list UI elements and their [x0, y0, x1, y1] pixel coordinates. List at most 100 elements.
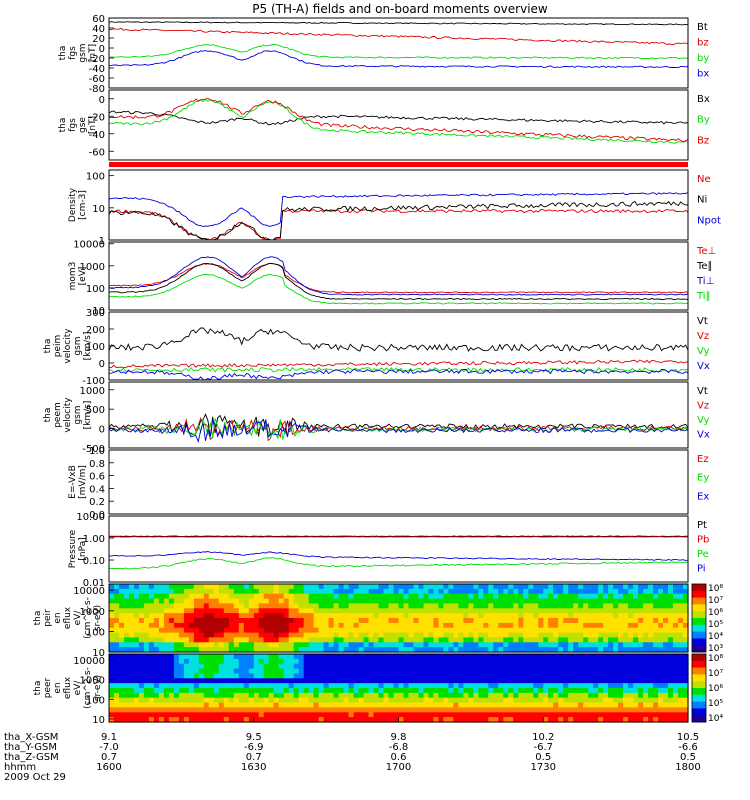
spectrogram-cell: [658, 678, 664, 684]
spectrogram-cell: [208, 663, 215, 670]
spectrogram-cell: [653, 678, 659, 684]
spectrogram-cell: [478, 697, 484, 704]
spectrogram-cell: [508, 702, 514, 709]
spectrogram-cell: [558, 697, 564, 704]
spectrogram-cell: [653, 668, 659, 675]
spectrogram-cell: [588, 584, 594, 590]
spectrogram-cell: [433, 584, 439, 590]
y-tick-label: 300: [86, 308, 105, 319]
spectrogram-cell: [578, 673, 584, 679]
spectrogram-cell: [528, 647, 534, 653]
spectrogram-cell: [433, 618, 439, 624]
spectrogram-cell: [343, 712, 350, 718]
spectrogram-cell: [223, 683, 230, 689]
spectrogram-cell: [148, 598, 155, 605]
spectrogram-cell: [673, 707, 679, 713]
spectrogram-cell: [433, 598, 439, 605]
spectrogram-cell: [183, 637, 190, 643]
spectrogram-cell: [648, 598, 654, 605]
spectrogram-cell: [388, 593, 395, 600]
spectrogram-cell: [323, 632, 330, 639]
spectrogram-cell: [438, 632, 444, 639]
spectrogram-cell: [583, 627, 589, 634]
spectrogram-cell: [578, 663, 584, 670]
spectrogram-cell: [438, 688, 444, 694]
y-tick-label: 1.00: [83, 534, 105, 545]
spectrogram-cell: [378, 668, 385, 675]
spectrogram-cell: [129, 622, 135, 629]
spectrogram-cell: [588, 588, 594, 595]
spectrogram-cell: [258, 678, 265, 684]
spectrogram-cell: [178, 622, 185, 629]
spectrogram-cell: [278, 588, 285, 595]
spectrogram-cell: [303, 717, 310, 723]
spectrogram-cell: [129, 618, 135, 624]
spectrogram-cell: [343, 593, 350, 600]
spectrogram-cell: [458, 712, 464, 718]
spectrogram-cell: [393, 668, 400, 675]
y-axis-label-line: (cm^2-s-: [83, 667, 93, 709]
spectrogram-cell: [338, 627, 345, 634]
spectrogram-cell: [223, 692, 230, 699]
spectrogram-cell: [608, 692, 614, 699]
spectrogram-cell: [603, 584, 609, 590]
spectrogram-cell: [143, 654, 150, 660]
y-axis-label-line: Density: [68, 187, 78, 222]
spectrogram-cell: [598, 683, 604, 689]
spectrogram-cell: [163, 712, 170, 718]
spectrogram-cell: [498, 613, 504, 619]
spectrogram-cell: [263, 613, 270, 619]
spectrogram-cell: [398, 618, 405, 624]
spectrogram-cell: [593, 712, 599, 718]
spectrogram-cell: [583, 697, 589, 704]
spectrogram-cell: [124, 622, 130, 629]
spectrogram-cell: [533, 688, 539, 694]
colorbar-segment: [692, 705, 706, 708]
spectrogram-cell: [353, 683, 360, 689]
spectrogram-cell: [258, 688, 265, 694]
spectrogram-cell: [648, 603, 654, 609]
spectrogram-cell: [363, 668, 370, 675]
spectrogram-cell: [633, 668, 639, 675]
spectrogram-cell: [223, 613, 230, 619]
colorbar-segment: [692, 659, 706, 662]
spectrogram-cell: [383, 647, 390, 653]
spectrogram-cell: [368, 688, 375, 694]
spectrogram-cell: [623, 637, 629, 643]
spectrogram-cell: [488, 588, 494, 595]
spectrogram-cell: [608, 613, 614, 619]
spectrogram-cell: [498, 658, 504, 665]
colorbar-segment: [692, 696, 706, 699]
spectrogram-cell: [378, 678, 385, 684]
spectrogram-cell: [198, 702, 205, 709]
x-axis-tick-label: 1630: [241, 762, 266, 773]
spectrogram-cell: [393, 622, 400, 629]
spectrogram-cell: [603, 668, 609, 675]
spectrogram-cell: [119, 632, 125, 639]
spectrogram-cell: [538, 588, 544, 595]
spectrogram-cell: [478, 712, 484, 718]
spectrogram-cell: [134, 678, 140, 684]
spectrogram-cell: [348, 647, 355, 653]
spectrogram-cell: [298, 673, 305, 679]
spectrogram-cell: [588, 678, 594, 684]
spectrogram-cell: [503, 673, 509, 679]
spectrogram-cell: [388, 647, 395, 653]
spectrogram-cell: [178, 668, 185, 675]
spectrogram-cell: [143, 683, 150, 689]
spectrogram-cell: [568, 593, 574, 600]
spectrogram-cell: [288, 647, 295, 653]
spectrogram-cell: [318, 613, 325, 619]
spectrogram-cell: [623, 697, 629, 704]
spectrogram-cell: [683, 683, 689, 689]
spectrogram-cell: [153, 584, 160, 590]
spectrogram-cell: [528, 673, 534, 679]
spectrogram-cell: [403, 683, 410, 689]
spectrogram-cell: [298, 658, 305, 665]
spectrogram-cell: [618, 673, 624, 679]
spectrogram-cell: [333, 692, 340, 699]
spectrogram-cell: [388, 673, 395, 679]
spectrogram-cell: [568, 702, 574, 709]
spectrogram-cell: [178, 632, 185, 639]
